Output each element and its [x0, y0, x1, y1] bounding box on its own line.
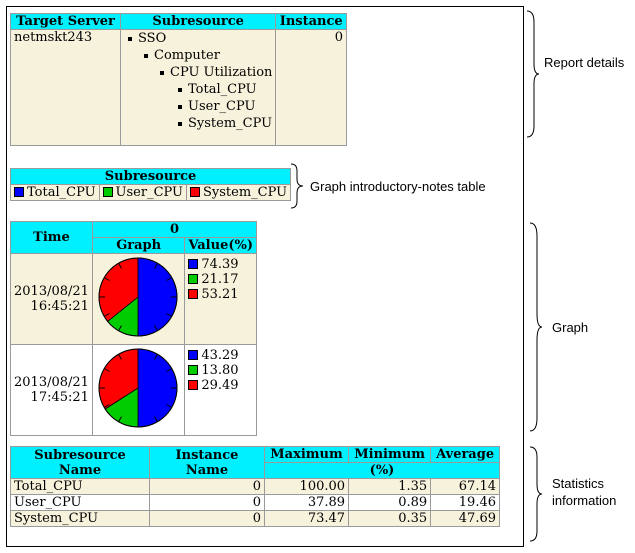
stat-name: System_CPU [10, 510, 150, 527]
table-row: Total_CPU 0 100.00 1.35 67.14 [10, 478, 500, 495]
pie-outline [98, 257, 178, 337]
pie-tick [166, 404, 172, 408]
blue-swatch-icon [14, 187, 24, 197]
stat-avg: 19.46 [430, 494, 500, 511]
value-system-cpu: 29.49 [188, 378, 253, 393]
pie-tick [103, 404, 110, 408]
value-total-cpu: 74.39 [188, 257, 253, 272]
brace-report-details-icon [526, 10, 540, 138]
subresource-tree: SSO Computer CPU Utilization Total_CPU U… [119, 29, 277, 146]
header-instance-name: Instance Name [149, 446, 265, 479]
stat-instance: 0 [149, 478, 265, 495]
header-time: Time [10, 221, 93, 254]
stat-max: 100.00 [263, 478, 350, 495]
stat-instance: 0 [149, 510, 265, 527]
stat-name: User_CPU [10, 494, 150, 511]
pie-tick [154, 416, 158, 423]
annotation-graph: Graph [552, 320, 589, 335]
stat-max: 37.89 [263, 494, 350, 511]
time-cell: 2013/08/21 17:45:21 [10, 344, 93, 436]
intro-notes-header: Subresource [9, 168, 292, 185]
stat-max: 73.47 [263, 510, 350, 527]
value-system-cpu: 53.21 [188, 287, 253, 302]
value-cell: 74.39 21.17 53.21 [184, 253, 257, 345]
pie-cell [91, 344, 186, 436]
pie-tick [166, 277, 172, 281]
stat-min: 0.89 [348, 494, 432, 511]
header-subresource-name: Subresource Name [10, 446, 150, 479]
tree-item-system-cpu: System_CPU [124, 115, 272, 132]
red-swatch-icon [190, 187, 201, 197]
report-details-table: Target Server Subresource Instance netms… [10, 13, 347, 146]
pie-outline [98, 348, 178, 428]
header-value: Value(%) [184, 237, 257, 254]
header-graph: Graph [91, 237, 186, 254]
intro-notes-table: Subresource Total_CPU User_CPU System_CP… [9, 168, 292, 201]
stat-min: 0.35 [348, 510, 432, 527]
value-total-cpu: 43.29 [188, 348, 253, 363]
pie-tick [154, 262, 158, 269]
statistics-table: Subresource Name Instance Name Maximum M… [10, 446, 500, 527]
report-frame [6, 6, 524, 547]
time-cell: 2013/08/21 16:45:21 [10, 253, 93, 345]
annotation-statistics: Statistics information [552, 476, 617, 508]
brace-statistics-icon [529, 446, 543, 542]
value-user-cpu: 13.80 [188, 363, 253, 378]
header-unit: (%) [264, 462, 500, 479]
graph-table: Time 0 Graph Value(%) 2013/08/21 16:45:21… [10, 221, 258, 436]
stat-avg: 67.14 [430, 478, 500, 495]
pie-tick [166, 368, 172, 372]
header-minimum: Minimum [348, 446, 432, 463]
legend-total-cpu: Total_CPU [10, 184, 100, 201]
pie-tick [118, 353, 122, 360]
value-user-cpu: 21.17 [188, 272, 253, 287]
tree-item-sso: SSO [124, 30, 272, 47]
pie-chart-2 [98, 348, 178, 428]
annotation-report-details: Report details [544, 55, 625, 70]
legend-system-cpu: System_CPU [186, 184, 292, 201]
table-row: User_CPU 0 37.89 0.89 19.46 [10, 494, 500, 511]
stat-instance: 0 [149, 494, 265, 511]
tree-item-user-cpu: User_CPU [124, 98, 272, 115]
header-average: Average [430, 446, 500, 463]
brace-graph-icon [529, 222, 543, 432]
stat-name: Total_CPU [10, 478, 150, 495]
header-maximum: Maximum [263, 446, 350, 463]
pie-tick [118, 325, 122, 332]
pie-chart-1 [98, 257, 178, 337]
annotation-intro-notes: Graph introductory-notes table [310, 179, 486, 194]
instance-value: 0 [275, 29, 347, 146]
pie-tick [154, 353, 158, 360]
tree-item-computer: Computer [124, 47, 272, 64]
header-subresource: Subresource [119, 13, 277, 30]
legend-user-cpu: User_CPU [98, 184, 188, 201]
pie-tick [154, 325, 158, 332]
stat-avg: 47.69 [430, 510, 500, 527]
pie-tick [166, 313, 172, 317]
header-instance-0: 0 [91, 221, 258, 238]
pie-cell [91, 253, 186, 345]
stat-min: 1.35 [348, 478, 432, 495]
value-cell: 43.29 13.80 29.49 [184, 344, 257, 436]
pie-tick [103, 277, 110, 281]
green-swatch-icon [102, 187, 113, 197]
table-row: System_CPU 0 73.47 0.35 47.69 [10, 510, 500, 527]
header-instance: Instance [275, 13, 347, 30]
pie-tick [103, 313, 110, 317]
header-target-server: Target Server [10, 13, 121, 30]
tree-item-total-cpu: Total_CPU [124, 81, 272, 98]
pie-tick [118, 416, 122, 423]
tree-item-cpu-utilization: CPU Utilization [124, 64, 272, 81]
pie-tick [103, 368, 110, 372]
target-server-value: netmskt243 [10, 29, 121, 146]
pie-tick [118, 262, 122, 269]
brace-intro-notes-icon [290, 163, 304, 209]
